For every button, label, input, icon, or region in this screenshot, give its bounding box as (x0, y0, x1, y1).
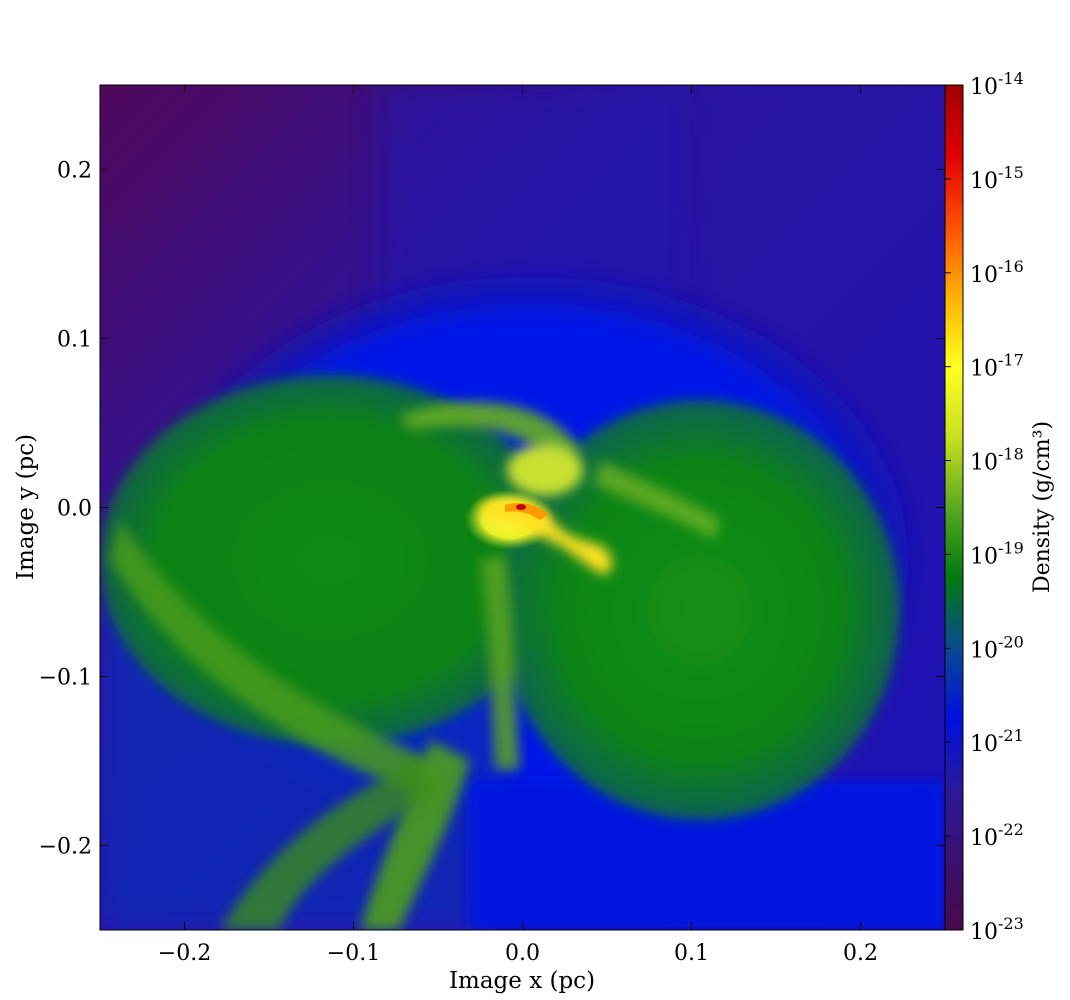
x-tick-label: −0.2 (158, 941, 211, 966)
x-axis-ticks: −0.2 −0.1 0.0 0.1 0.2 (158, 85, 878, 966)
colorbar-label: Density (g/cm³) (1030, 421, 1055, 593)
y-tick-label: −0.1 (39, 666, 92, 691)
x-tick-label: 0.2 (843, 941, 878, 966)
y-axis-label: Image y (pc) (13, 434, 39, 580)
y-tick-label: 0.1 (57, 328, 92, 353)
colorbar-tick-label: 10-19 (970, 538, 1024, 569)
x-axis-label: Image x (pc) (449, 968, 595, 994)
colorbar-tick-label: 10-17 (970, 351, 1024, 382)
x-tick-label: 0.0 (505, 941, 540, 966)
colorbar (944, 84, 964, 931)
y-tick-label: 0.2 (57, 159, 92, 184)
x-tick-label: −0.1 (327, 941, 380, 966)
y-tick-label: −0.2 (39, 835, 92, 860)
density-map (100, 85, 945, 930)
colorbar-tick-label: 10-20 (970, 632, 1024, 663)
colorbar-tick-label: 10-16 (970, 257, 1024, 288)
colorbar-tick-label: 10-23 (970, 914, 1024, 945)
y-tick-label: 0.0 (57, 497, 92, 522)
colorbar-tick-label: 10-14 (970, 69, 1024, 100)
colorbar-tick-label: 10-21 (970, 726, 1024, 757)
colorbar-ticks: 10-14 10-15 10-16 10-17 10-18 10-19 10-20 10-21… (945, 69, 1024, 945)
colorbar-tick-label: 10-22 (970, 820, 1024, 851)
y-axis-ticks: −0.2 −0.1 0.0 0.1 0.2 (39, 159, 945, 860)
colorbar-tick-label: 10-15 (970, 163, 1024, 194)
x-tick-label: 0.1 (674, 941, 709, 966)
colorbar-tick-label: 10-18 (970, 445, 1024, 476)
